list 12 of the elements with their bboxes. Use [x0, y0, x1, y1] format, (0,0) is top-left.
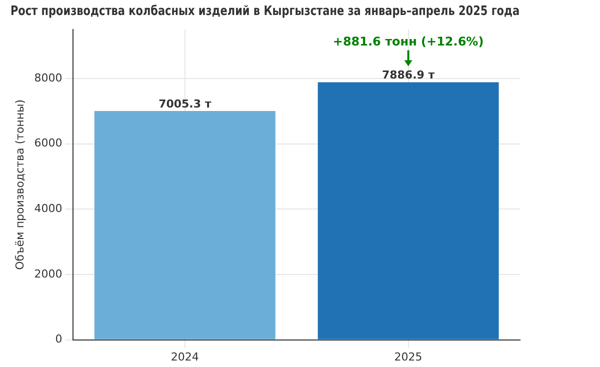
data-label: 7005.3 т	[158, 97, 212, 110]
data-label: 7886.9 т	[382, 68, 436, 82]
y-tick-label: 8000	[34, 71, 62, 84]
y-axis-title: Объём производства (тонны)	[13, 99, 26, 270]
x-tick-label: 2024	[170, 350, 199, 364]
annotation: +881.6 тонн (+12.6%)	[332, 34, 484, 48]
y-tick-label: 2000	[34, 267, 62, 280]
y-tick-label: 0	[55, 332, 62, 346]
y-tick-label: 6000	[34, 136, 62, 150]
x-tick-label: 2025	[394, 350, 422, 364]
y-tick-label: 4000	[34, 202, 62, 216]
chart-title: Рост производства колбасных изделий в Кыргызстане за январь–апрель 2025 года	[10, 3, 520, 18]
